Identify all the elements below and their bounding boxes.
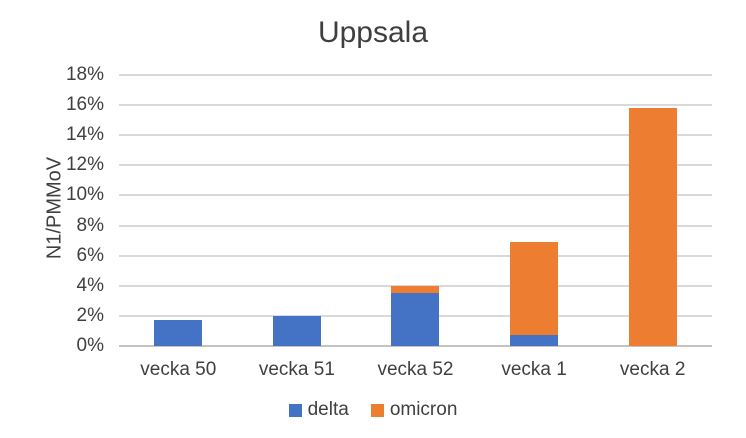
x-axis-tick-labels: vecka 50 vecka 51 vecka 52 vecka 1 vecka 2	[119, 358, 712, 382]
bar-segment-delta	[154, 320, 203, 346]
bar-group	[593, 75, 712, 346]
bar-group	[119, 75, 238, 346]
legend-swatch-delta	[288, 403, 302, 417]
bar-segment-omicron	[510, 242, 559, 336]
bar-group	[475, 75, 594, 346]
legend-item-omicron: omicron	[370, 399, 458, 420]
y-tick-label: 6%	[76, 244, 104, 266]
y-tick-label: 16%	[65, 94, 104, 116]
plot-area	[119, 74, 712, 347]
gridline	[119, 284, 712, 287]
legend-swatch-omicron	[370, 403, 384, 417]
legend-item-delta: delta	[288, 399, 349, 420]
bar-segment-omicron	[628, 108, 677, 346]
bar-segment-delta	[391, 293, 440, 346]
y-tick-label: 18%	[65, 64, 104, 85]
gridline	[119, 194, 712, 197]
x-tick-label: vecka 1	[501, 359, 567, 380]
x-tick-label: vecka 51	[258, 359, 335, 380]
gridline	[119, 134, 712, 137]
legend-label-omicron: omicron	[389, 399, 458, 420]
gridline	[119, 224, 712, 227]
gridline	[119, 104, 712, 107]
bar-segment-delta	[272, 315, 321, 346]
legend-label-delta: delta	[307, 399, 349, 420]
y-tick-label: 8%	[76, 214, 104, 236]
bar-segment-omicron	[391, 285, 440, 294]
y-tick-label: 4%	[76, 274, 104, 296]
bar-group	[238, 75, 357, 346]
gridline	[119, 74, 712, 76]
gridline	[119, 254, 712, 257]
legend: delta omicron	[0, 400, 746, 420]
chart-title: Uppsala	[317, 16, 429, 49]
y-tick-label: 12%	[65, 154, 104, 176]
x-tick-label: vecka 50	[140, 359, 217, 380]
y-tick-label: 10%	[65, 184, 104, 206]
y-tick-label: 2%	[76, 304, 104, 326]
x-tick-label: vecka 52	[377, 359, 454, 380]
bar-group	[356, 75, 475, 346]
gridline	[119, 164, 712, 167]
x-tick-label: vecka 2	[619, 359, 686, 380]
bar-segment-delta	[510, 335, 559, 346]
y-tick-label: 14%	[65, 124, 104, 146]
gridline	[119, 345, 712, 347]
y-tick-label: 0%	[76, 335, 104, 356]
